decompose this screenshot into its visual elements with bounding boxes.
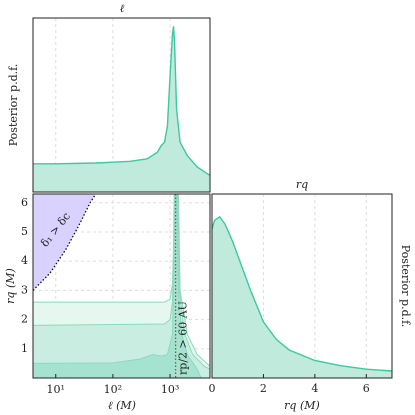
x-tick-label: 10¹ <box>47 383 65 396</box>
x-axis-label: rq (M) <box>284 399 320 412</box>
contour <box>32 193 202 379</box>
y-axis-label: rq (M) <box>4 268 17 304</box>
line <box>211 215 393 372</box>
line <box>33 26 211 177</box>
x-tick-label: 2 <box>260 382 267 395</box>
y-axis-label: Posterior p.d.f. <box>399 245 412 328</box>
x-tick-label: 0 <box>209 382 216 395</box>
y-tick-label: 6 <box>21 196 28 209</box>
panel-frame <box>32 193 211 379</box>
y-tick-label: 3 <box>21 283 28 296</box>
x-tick-label: 6 <box>363 382 370 395</box>
panel-title: ℓ <box>120 2 125 15</box>
x-tick-label: 10² <box>104 383 122 396</box>
x-axis-label: ℓ (M) <box>108 399 136 412</box>
y-tick-label: 2 <box>21 313 28 326</box>
y-axis-label: Posterior p.d.f. <box>7 64 20 147</box>
x-tick-label: 4 <box>311 382 318 395</box>
y-tick-label: 1 <box>21 342 28 355</box>
panel-frame <box>211 193 393 379</box>
panel-title: rq <box>296 178 308 191</box>
panel-frame <box>32 17 211 193</box>
area <box>33 26 210 192</box>
y-tick-label: 5 <box>21 225 28 238</box>
exclusion-region <box>33 194 96 291</box>
area <box>212 216 392 378</box>
x-tick-label: 10³ <box>161 383 179 396</box>
limit-label: rp/2 > 60 AU <box>177 301 190 375</box>
y-tick-label: 4 <box>21 254 28 267</box>
